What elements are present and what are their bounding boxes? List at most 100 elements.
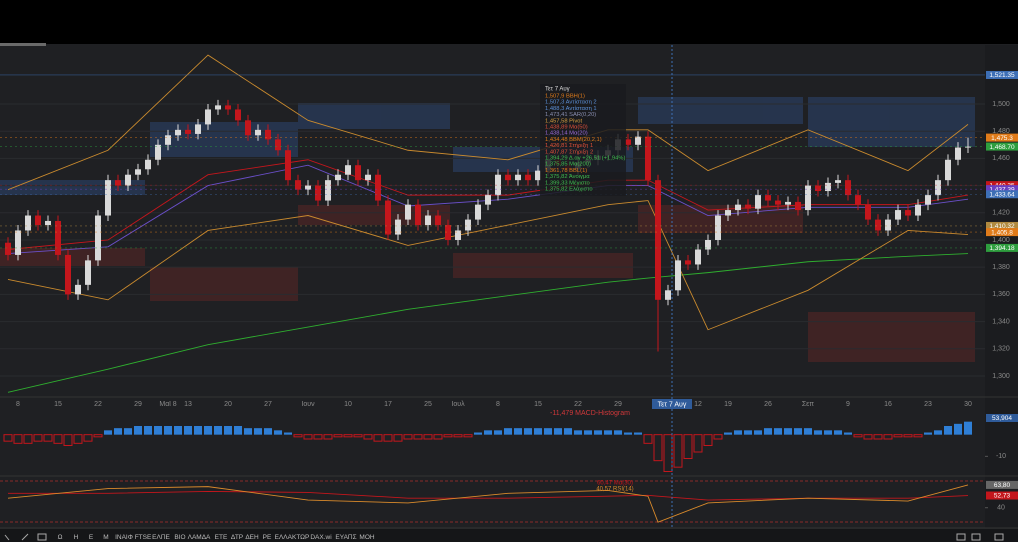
histogram-bar xyxy=(584,430,592,435)
x-tick-label: 9 xyxy=(846,401,850,408)
y-tick-label: 1,300 xyxy=(992,373,1010,380)
histogram-bar xyxy=(194,426,202,435)
candle-body xyxy=(425,215,431,226)
toolbar-item[interactable]: FTSE xyxy=(135,534,152,541)
toolbar-item[interactable]: ΕΛΛΑΚΤΩΡ xyxy=(275,534,310,541)
histogram-bar xyxy=(614,430,622,435)
histogram-bar xyxy=(863,434,873,440)
price-label-bg xyxy=(986,181,1018,190)
histogram-bar xyxy=(824,430,832,435)
resistance-zone xyxy=(0,180,145,195)
indicator-line xyxy=(7,253,969,393)
candle-body xyxy=(285,150,291,181)
tooltip-line: 1,375,82 Άνοιγμα xyxy=(545,174,590,180)
histogram-bar xyxy=(73,434,83,444)
price-label: 1,410.32 xyxy=(989,223,1015,230)
histogram-bar xyxy=(693,434,703,453)
candle-body xyxy=(295,180,301,190)
y-tick-label: 1,400 xyxy=(992,237,1010,244)
y-tick-label: 40 xyxy=(997,505,1005,512)
histogram-bar xyxy=(643,434,653,444)
icon[interactable] xyxy=(971,533,981,541)
candle-body xyxy=(405,204,411,220)
x-tick-label: Ιουν xyxy=(301,401,315,408)
icon[interactable] xyxy=(37,533,47,541)
histogram-bar xyxy=(913,434,923,438)
tab-indicator xyxy=(0,43,46,46)
candle-body xyxy=(355,165,361,181)
histogram-bar xyxy=(134,426,142,435)
candle-body xyxy=(445,225,451,240)
tooltip-line: 1,438,89 Μα(50) xyxy=(545,125,588,131)
candle-body xyxy=(315,185,321,201)
price-label-bg xyxy=(986,133,1018,142)
x-tick-label: 10 xyxy=(344,401,352,408)
icon[interactable] xyxy=(956,533,966,541)
candle-body xyxy=(665,290,671,300)
candle-body xyxy=(75,284,81,295)
candle-body xyxy=(435,215,441,226)
price-label-bg xyxy=(986,221,1018,230)
histogram-bar xyxy=(834,430,842,435)
candle-body xyxy=(415,204,421,226)
tooltip-line: 1,473,41 SAR(0,20) xyxy=(545,112,596,118)
histogram-bar xyxy=(343,434,353,438)
toolbar-item[interactable]: ΕΥΑΠΣ xyxy=(335,534,356,541)
price-label: 1,521.35 xyxy=(989,72,1015,79)
toolbar-item[interactable]: Ω xyxy=(58,534,63,541)
toolbar-item[interactable]: Η xyxy=(74,534,79,541)
price-axis xyxy=(985,45,1018,528)
histogram-bar xyxy=(944,426,952,435)
tooltip-line: 1,394,29 Δ.αγ +26,51 (+1,94%) xyxy=(545,156,625,162)
x-tick-label: 20 xyxy=(224,401,232,408)
price-label: 1,394.18 xyxy=(989,245,1015,252)
x-tick-label: 8 xyxy=(16,401,20,408)
toolbar-item[interactable]: ΔΕΗ xyxy=(245,534,259,541)
candle-body xyxy=(365,174,371,181)
toolbar-item[interactable]: ΔΤΡ xyxy=(231,534,243,541)
tooltip-line: 1,507,9 BBH(1) xyxy=(545,94,585,100)
toolbar-item[interactable]: Μ xyxy=(103,534,108,541)
icon[interactable] xyxy=(994,533,1004,541)
support-zone xyxy=(150,267,298,301)
histogram-bar xyxy=(333,434,343,438)
toolbar-item[interactable]: ΕΤΕ xyxy=(215,534,228,541)
candle-body xyxy=(145,159,151,170)
candle-body xyxy=(205,109,211,125)
toolbar-item[interactable]: ΕΛΠΕ xyxy=(152,534,170,541)
x-tick-label: 22 xyxy=(94,401,102,408)
toolbar-item[interactable]: ΡΕ xyxy=(263,534,272,541)
candle-body xyxy=(875,219,881,231)
toolbar-item[interactable]: ΜΟΗ xyxy=(359,534,374,541)
histogram-bar xyxy=(393,434,403,442)
histogram-bar xyxy=(624,432,632,435)
histogram-bar xyxy=(544,428,552,435)
price-label-bg xyxy=(986,480,1018,489)
toolbar-item[interactable]: ΒΙΟ xyxy=(174,534,185,541)
toolbar-item[interactable]: ΛΑΜΔΑ xyxy=(188,534,211,541)
candle-body xyxy=(15,230,21,255)
toolbar-item[interactable]: Ε xyxy=(89,534,94,541)
toolbar-item[interactable]: ΙΝΑΙΦ xyxy=(115,534,133,541)
x-tick-label: 27 xyxy=(264,401,272,408)
toolbar-item[interactable]: DAX.wi xyxy=(310,534,331,541)
candle-body xyxy=(655,180,661,300)
histogram-bar xyxy=(264,428,272,435)
candle-body xyxy=(845,180,851,196)
crosshair-label-bg xyxy=(652,399,692,409)
candle-body xyxy=(835,180,841,183)
histogram-bar xyxy=(274,430,282,435)
resistance-zone xyxy=(638,97,803,124)
histogram-bar xyxy=(883,434,893,440)
tooltip-line: 1,399,33 Μέγιστο xyxy=(545,179,590,186)
histogram-bar xyxy=(463,434,473,438)
histogram-bar xyxy=(224,426,232,435)
histogram-bar xyxy=(484,430,492,435)
histogram-bar xyxy=(964,421,972,435)
histogram-bar xyxy=(13,434,23,444)
top-bar xyxy=(0,0,1018,44)
x-tick-label: 26 xyxy=(764,401,772,408)
histogram-bar xyxy=(893,434,903,438)
candle-body xyxy=(745,204,751,209)
